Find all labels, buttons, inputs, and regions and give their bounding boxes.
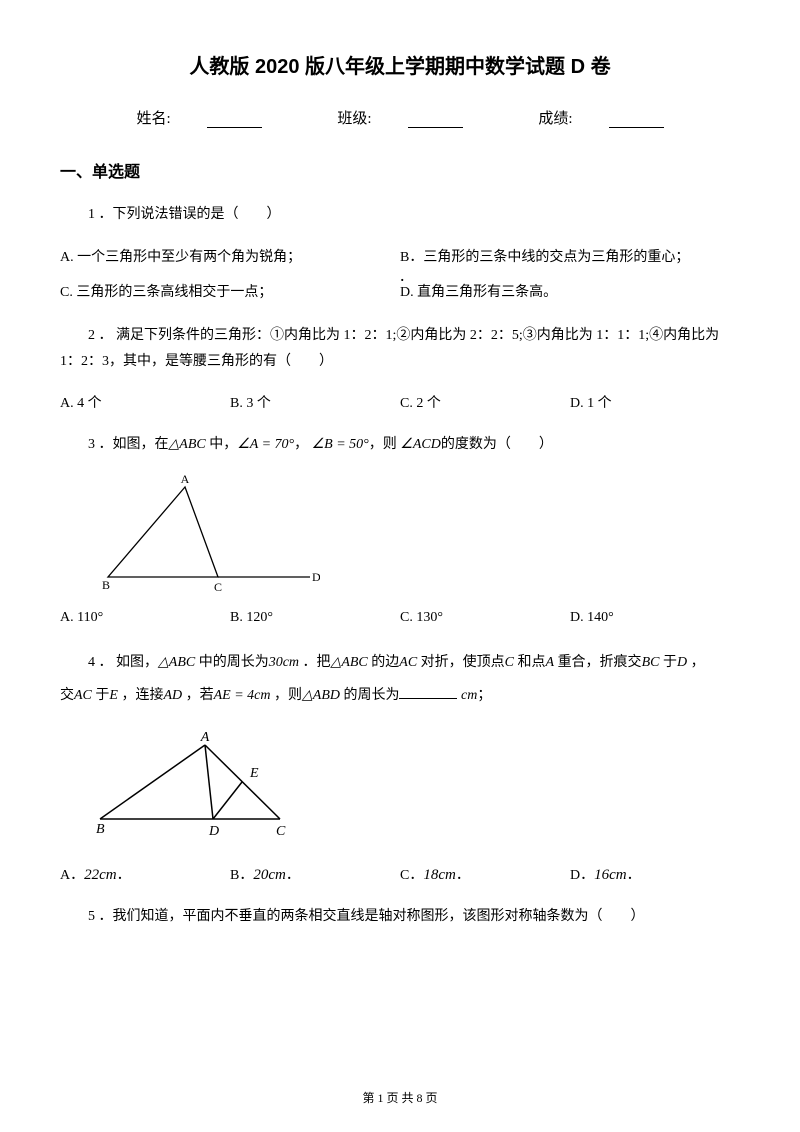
q4-answer-blank (399, 685, 457, 699)
svg-text:B: B (96, 822, 105, 837)
q4-opt-c: C．18cm． (400, 864, 570, 884)
q4-figure: A B D C E (90, 731, 740, 846)
q3-opt-d: D. 140° (570, 610, 740, 626)
page-title: 人教版 2020 版八年级上学期期中数学试题 D 卷 (60, 50, 740, 79)
q1-opt-c: C. 三角形的三条高线相交于一点； (60, 280, 400, 307)
svg-text:A: A (200, 731, 210, 745)
q4-options: A．22cm． B．20cm． C．18cm． D．16cm． (60, 864, 740, 884)
q1-options: A. 一个三角形中至少有两个角为锐角； B．三角形的三条中线的交点为三角形的重心… (60, 245, 740, 307)
q2-options: A. 4 个 B. 3 个 C. 2 个 D. 1 个 (60, 392, 740, 412)
score-label: 成绩: (520, 111, 681, 127)
svg-text:D: D (312, 570, 320, 584)
q1-opt-a: A. 一个三角形中至少有两个角为锐角； (60, 245, 400, 272)
q1-opt-d: D. 直角三角形有三条高。 (400, 280, 740, 307)
svg-text:B: B (102, 578, 110, 592)
svg-text:E: E (249, 766, 259, 781)
svg-text:C: C (276, 824, 286, 839)
q3-opt-a: A. 110° (60, 610, 230, 626)
svg-text:C: C (214, 580, 222, 594)
q2-stem: 2 ． 满足下列条件的三角形：①内角比为 1：2：1;②内角比为 2：2：5;③… (60, 323, 740, 376)
q2-opt-c: C. 2 个 (400, 392, 570, 412)
q2-opt-a: A. 4 个 (60, 392, 230, 412)
class-blank (408, 112, 463, 128)
page-footer: 第 1 页 共 8 页 (0, 1089, 800, 1106)
q3-stem: 3 ．如图，在△ABC 中，∠A = 70°， ∠B = 50°，则 ∠ACD的… (60, 432, 740, 459)
q3-figure: A B C D (90, 475, 740, 600)
q3-opt-c: C. 130° (400, 610, 570, 626)
q4-opt-a: A．22cm． (60, 864, 230, 884)
q3-opt-b: B. 120° (230, 610, 400, 626)
q2-opt-b: B. 3 个 (230, 392, 400, 412)
student-info-row: 姓名: 班级: 成绩: (60, 107, 740, 128)
class-label: 班级: (319, 111, 480, 127)
q1-opt-b: B．三角形的三条中线的交点为三角形的重心； (400, 245, 740, 272)
svg-text:A: A (181, 475, 190, 486)
svg-text:D: D (208, 824, 219, 839)
q4-opt-d: D．16cm． (570, 864, 740, 884)
name-blank (207, 112, 262, 128)
q1-stem: 1 ．下列说法错误的是（ ） (60, 202, 740, 229)
section-1-title: 一、单选题 (60, 158, 740, 182)
score-blank (609, 112, 664, 128)
name-label: 姓名: (118, 111, 279, 127)
q4-stem: 4 ． 如图，△ABC 中的周长为30cm ．把△ABC 的边AC 对折，使顶点… (60, 646, 740, 713)
q2-opt-d: D. 1 个 (570, 392, 740, 412)
q4-opt-b: B．20cm． (230, 864, 400, 884)
q3-options: A. 110° B. 120° C. 130° D. 140° (60, 610, 740, 626)
q5-stem: 5 ．我们知道，平面内不垂直的两条相交直线是轴对称图形，该图形对称轴条数为（ ） (60, 904, 740, 931)
